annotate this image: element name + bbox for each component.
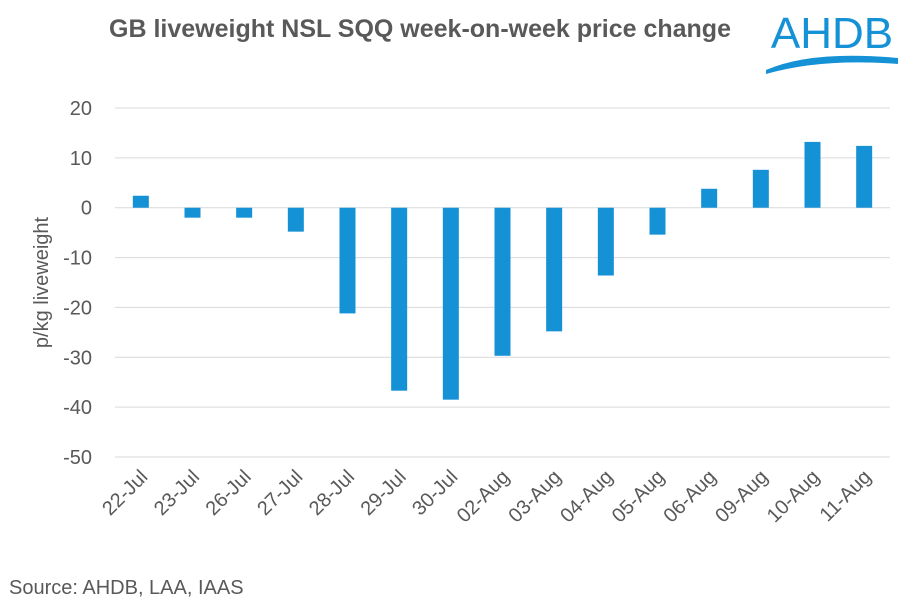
x-tick-label: 22-Jul: [98, 466, 152, 520]
x-tick-label: 10-Aug: [763, 466, 824, 527]
bar-06-Aug: [701, 188, 718, 208]
bar-chart: 20 10 0 -10 -20 -30 -40 -50 22-Jul23-Jul26-Jul27…: [31, 98, 890, 527]
y-tick-label: -40: [63, 397, 92, 419]
bar-09-Aug: [752, 169, 769, 208]
x-tick-label: 27-Jul: [253, 466, 307, 520]
bar-23-Jul: [184, 207, 201, 218]
bar-29-Jul: [391, 207, 408, 391]
chart-title: GB liveweight NSL SQQ week-on-week price…: [109, 15, 731, 43]
bar-27-Jul: [287, 207, 304, 232]
y-tick-label: 20: [70, 98, 92, 120]
x-tick-label: 02-Aug: [453, 466, 514, 527]
x-tick-label: 26-Jul: [202, 466, 256, 520]
ahdb-logo: AHDB: [766, 9, 898, 74]
y-tick-label: 0: [81, 198, 92, 220]
bar-03-Aug: [546, 207, 563, 332]
y-tick-label: -10: [63, 248, 92, 270]
bar-04-Aug: [597, 207, 614, 276]
bar-30-Jul: [442, 207, 459, 400]
bar-02-Aug: [494, 207, 511, 356]
x-tick-label: 28-Jul: [305, 466, 359, 520]
bar-10-Aug: [804, 141, 821, 208]
y-tick-label: -20: [63, 297, 92, 319]
y-tick-label: 10: [70, 148, 92, 170]
x-tick-label: 23-Jul: [150, 466, 204, 520]
y-axis-label: p/kg liveweight: [31, 216, 53, 348]
bar-05-Aug: [649, 207, 666, 235]
bar-11-Aug: [856, 145, 873, 208]
logo-wave-icon: [766, 55, 898, 74]
bar-28-Jul: [339, 207, 356, 314]
source-note: Source: AHDB, LAA, IAAS: [9, 577, 244, 599]
x-tick-label: 05-Aug: [608, 466, 669, 527]
x-tick-label: 06-Aug: [660, 466, 721, 527]
bar-22-Jul: [132, 195, 149, 208]
x-tick-label: 11-Aug: [816, 466, 876, 526]
y-tick-label: -30: [63, 347, 92, 369]
bar-26-Jul: [236, 207, 253, 218]
y-tick-label: -50: [63, 447, 92, 469]
x-tick-label: 09-Aug: [711, 466, 772, 527]
x-tick-label: 29-Jul: [357, 466, 411, 520]
logo-text: AHDB: [771, 9, 893, 58]
x-tick-label: 03-Aug: [505, 466, 566, 527]
x-tick-label: 04-Aug: [556, 466, 617, 527]
